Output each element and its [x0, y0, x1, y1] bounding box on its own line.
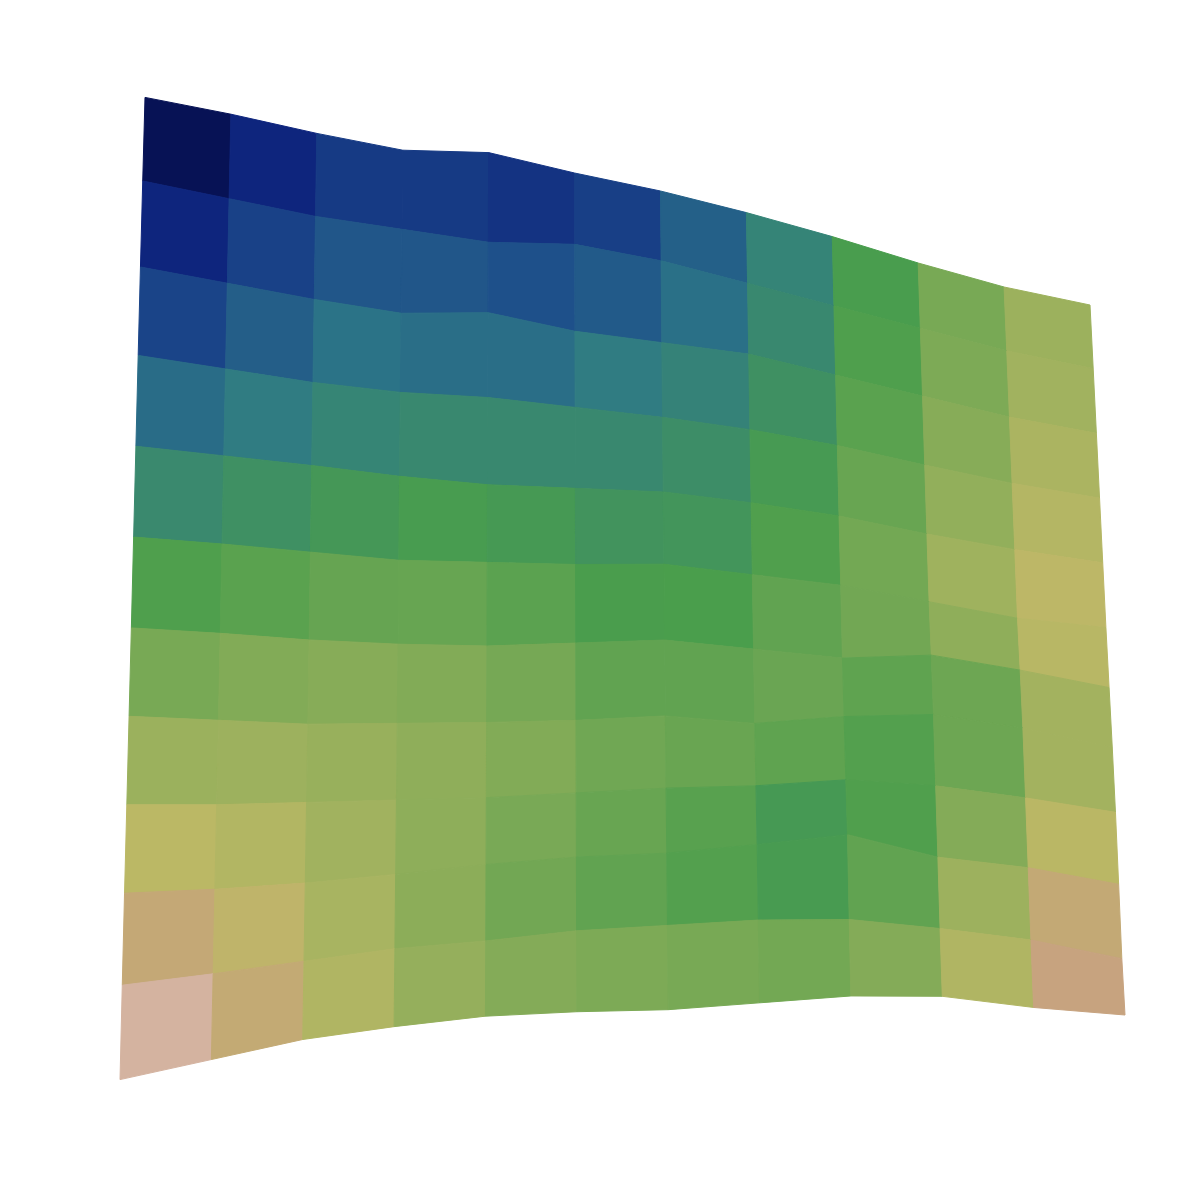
surface-cell: [394, 941, 486, 1027]
surface: [120, 97, 1125, 1079]
surface-cell: [940, 929, 1034, 1008]
surface-cell: [136, 355, 226, 455]
surface-cell: [487, 485, 575, 565]
surface-cell: [848, 835, 941, 929]
surface-cell: [486, 857, 577, 941]
surface-cell: [308, 640, 398, 724]
surface-cell: [487, 398, 575, 489]
surface-cell: [936, 786, 1029, 868]
surface-cell: [663, 417, 752, 502]
surface-cell: [938, 857, 1031, 940]
surface-cell: [397, 644, 487, 723]
surface-cell: [576, 640, 666, 720]
surface-cell: [755, 717, 846, 786]
surface-cell: [217, 720, 308, 805]
surface-cell: [398, 560, 487, 646]
surface-cell: [129, 628, 220, 720]
surface-cell: [575, 488, 664, 564]
surface-cell: [134, 446, 224, 544]
surface-cell: [934, 714, 1026, 797]
surface-cell: [307, 723, 398, 802]
surface-cell: [122, 889, 215, 985]
surface-cell: [665, 716, 756, 788]
surface-chart: [0, 0, 1200, 1200]
surface-cell: [224, 369, 313, 466]
surface-cell: [303, 949, 395, 1040]
surface-cell: [402, 150, 489, 242]
surface-cell: [664, 564, 754, 649]
surface-cell: [750, 430, 839, 516]
surface-cell: [120, 974, 213, 1080]
surface-cell: [487, 643, 576, 722]
surface-cell: [842, 655, 933, 716]
surface-cell: [751, 503, 841, 585]
surface-cell: [396, 722, 486, 800]
surface-cell: [661, 261, 749, 354]
surface-cell: [844, 714, 936, 785]
surface-cell: [485, 931, 576, 1016]
surface-cell: [488, 313, 575, 408]
surface-cell: [575, 407, 663, 492]
surface-cell: [310, 466, 399, 561]
surface-cell: [400, 392, 488, 484]
surface-cell: [138, 267, 227, 369]
surface-cell: [841, 585, 932, 658]
surface-cell: [666, 786, 757, 853]
surface-cell: [312, 382, 401, 476]
surface-cell: [1031, 940, 1125, 1015]
surface-cell: [218, 633, 309, 724]
surface-cell: [1015, 550, 1106, 628]
surface-cell: [665, 640, 755, 723]
surface-cell: [140, 181, 229, 283]
surface-cell: [757, 835, 849, 920]
surface-cell: [304, 874, 396, 961]
surface-cell: [754, 649, 845, 723]
surface-cell: [396, 798, 487, 875]
surface-cell: [215, 802, 307, 889]
surface-cell: [486, 793, 576, 865]
surface-cell: [309, 552, 399, 644]
surface-cell: [576, 788, 667, 857]
surface-cell: [575, 331, 663, 417]
surface-cell: [849, 920, 942, 997]
surface-cell: [213, 883, 305, 974]
surface-cell: [401, 229, 488, 313]
surface-cell: [486, 720, 576, 797]
surface-cell: [667, 920, 759, 1010]
surface-cell: [576, 853, 667, 931]
surface-cell: [400, 313, 488, 398]
surface-cell: [227, 199, 315, 300]
surface-cell: [316, 133, 403, 229]
surface-cell: [756, 780, 848, 845]
surface-cell: [662, 343, 750, 430]
surface-cell: [313, 299, 401, 392]
surface-cell: [305, 800, 396, 883]
surface-cell: [663, 492, 752, 575]
surface-cell: [752, 575, 842, 658]
surface-cell: [222, 456, 312, 552]
surface-cell: [314, 216, 402, 313]
surface-cell: [758, 920, 851, 1003]
surface-cell: [395, 865, 486, 949]
surface-cell: [667, 845, 759, 926]
surface-cell: [131, 537, 222, 633]
surface-cell: [575, 244, 662, 342]
surface-cell: [576, 564, 665, 643]
surface-cell: [226, 283, 315, 382]
surface-cell: [220, 544, 310, 640]
surface-cell: [487, 562, 576, 646]
surface-cell: [211, 961, 304, 1059]
surface-cell: [488, 153, 574, 245]
surface-cell: [576, 716, 666, 793]
surface-cell: [127, 716, 219, 804]
surface-cell: [399, 476, 488, 562]
surface-cell: [125, 805, 217, 893]
surface-cell: [577, 925, 669, 1011]
